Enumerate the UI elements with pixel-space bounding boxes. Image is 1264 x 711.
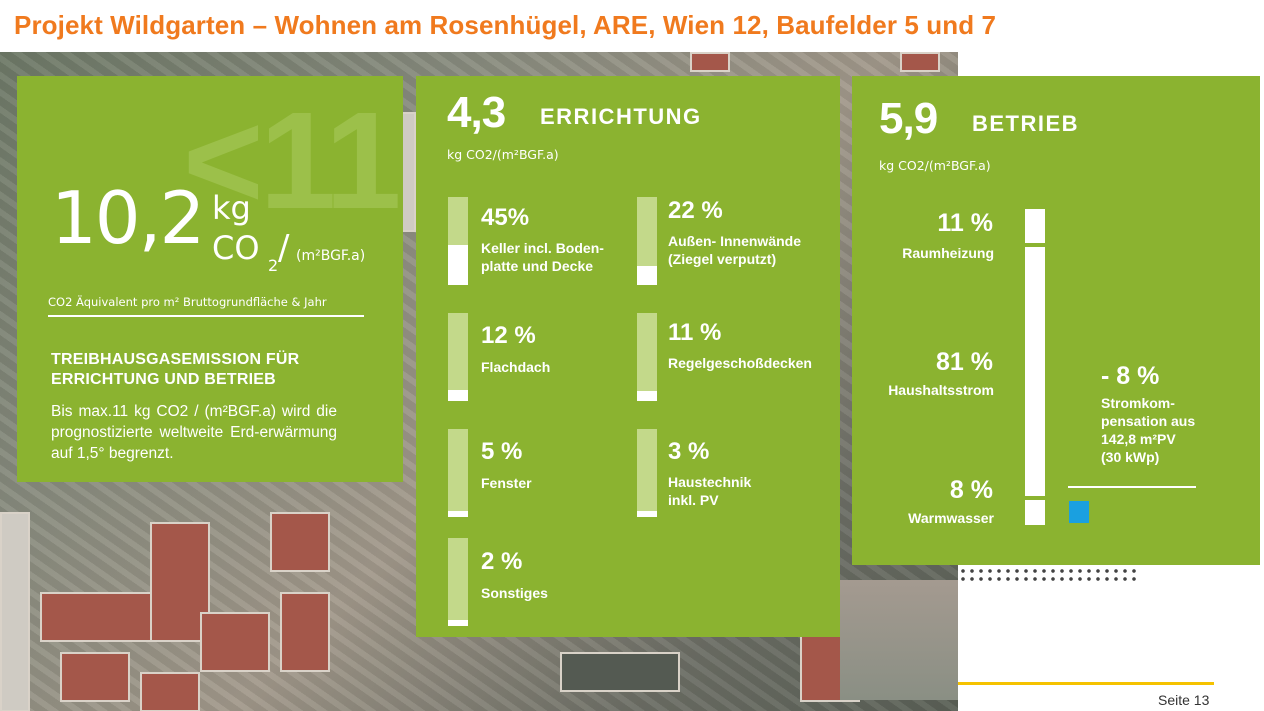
building-roof xyxy=(690,52,730,72)
percent-fenster: 5 % xyxy=(481,438,523,465)
label-haushaltsstrom: Haushaltsstrom xyxy=(888,382,994,398)
footer-line xyxy=(958,682,1214,685)
operation-value: 5,9 xyxy=(879,94,938,143)
construction-label: ERRICHTUNG xyxy=(540,104,702,129)
building-roof xyxy=(140,672,200,711)
bar-fill xyxy=(448,511,468,517)
bar-haustechnik xyxy=(637,429,657,517)
label-raumheizung: Raumheizung xyxy=(902,245,994,261)
label-keller: Keller incl. Boden- platte und Decke xyxy=(481,240,604,274)
unit-co: CO xyxy=(212,229,260,267)
bar-fill xyxy=(448,245,468,285)
operation-panel: 5,9 BETRIEB kg CO2/(m²BGF.a) 11 % Raumhe… xyxy=(852,76,1260,565)
construction-value: 4,3 xyxy=(447,88,506,137)
building-roof xyxy=(280,592,330,672)
percent-haushaltsstrom: 81 % xyxy=(936,348,993,376)
label-fenster: Fenster xyxy=(481,475,532,491)
bar-fill xyxy=(448,390,468,401)
compensation-marker xyxy=(1069,501,1089,523)
courtyard xyxy=(560,652,680,692)
building-roof xyxy=(200,612,270,672)
building-roof xyxy=(40,592,160,642)
unit-slash: / xyxy=(278,228,290,268)
operation-label: BETRIEB xyxy=(972,111,1080,136)
bar-fill xyxy=(637,511,657,517)
dot-pattern xyxy=(960,560,1140,582)
unit-subscript: 2 xyxy=(268,256,279,275)
bar-fill xyxy=(637,391,657,401)
slide-title: Projekt Wildgarten – Wohnen am Rosenhüge… xyxy=(14,10,997,40)
compensation-label: Stromkom- pensation aus 142,8 m²PV (30 k… xyxy=(1101,395,1196,465)
divider xyxy=(48,315,364,317)
percent-waende: 22 % xyxy=(668,197,723,224)
percent-flachdach: 12 % xyxy=(481,322,536,349)
bar-sonstiges xyxy=(448,538,468,626)
label-waende: Außen- Innenwände (Ziegel verputzt) xyxy=(668,233,801,267)
summary-panel: <11 10,2 kg CO 2 / (m²BGF.a) CO2 Äquival… xyxy=(17,76,403,482)
percent-keller: 45% xyxy=(481,204,530,231)
bar-fill xyxy=(637,266,657,285)
label-flachdach: Flachdach xyxy=(481,359,551,375)
percent-sonstiges: 2 % xyxy=(481,548,523,575)
summary-caption: CO2 Äquivalent pro m² Bruttogrundfläche … xyxy=(48,295,327,309)
compensation-percent: - 8 % xyxy=(1101,362,1160,390)
bar-waende xyxy=(637,197,657,285)
unit-area: (m²BGF.a) xyxy=(296,248,366,264)
segment-warmwasser xyxy=(1025,500,1045,525)
label-sonstiges: Sonstiges xyxy=(481,585,548,601)
page-number: Seite 13 xyxy=(1158,692,1210,708)
bar-fill xyxy=(448,620,468,626)
label-warmwasser: Warmwasser xyxy=(908,510,994,526)
segment-haushaltsstrom xyxy=(1025,247,1045,496)
building-roof xyxy=(0,512,30,711)
building-roof xyxy=(270,512,330,572)
operation-unit: kg CO2/(m²BGF.a) xyxy=(879,158,991,173)
percent-warmwasser: 8 % xyxy=(949,476,993,504)
summary-text: Bis max.11 kg CO2 / (m²BGF.a) wird die p… xyxy=(51,403,337,462)
percent-regelgeschossdecken: 11 % xyxy=(668,319,722,346)
background-number: <11 xyxy=(183,84,401,238)
label-haustechnik: Haustechnik inkl. PV xyxy=(668,474,752,508)
percent-haustechnik: 3 % xyxy=(668,438,710,465)
bar-regelgeschossdecken xyxy=(637,313,657,401)
building-roof xyxy=(900,52,940,72)
compensation-divider xyxy=(1068,486,1196,488)
unit-kg: kg xyxy=(212,189,251,227)
construction-panel: 4,3 ERRICHTUNG kg CO2/(m²BGF.a) 45% Kell… xyxy=(416,76,840,637)
bar-flachdach xyxy=(448,313,468,401)
building-roof xyxy=(60,652,130,702)
total-value: 10,2 xyxy=(51,176,205,260)
bar-fenster xyxy=(448,429,468,517)
percent-raumheizung: 11 % xyxy=(937,209,993,237)
segment-raumheizung xyxy=(1025,209,1045,243)
bar-keller xyxy=(448,197,468,285)
summary-heading: TREIBHAUSGASEMISSION FÜR ERRICHTUNG UND … xyxy=(51,351,300,388)
construction-unit: kg CO2/(m²BGF.a) xyxy=(447,147,559,162)
label-regelgeschossdecken: Regelgeschoßdecken xyxy=(668,355,812,371)
aerial-photo-strip xyxy=(840,580,958,700)
